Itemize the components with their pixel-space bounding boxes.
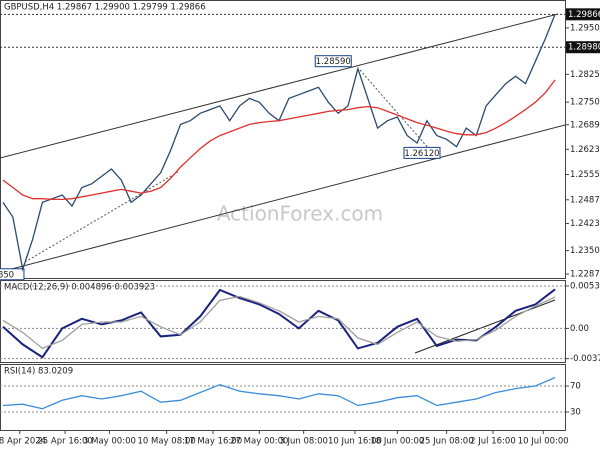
- annotation-label: 1.28590: [316, 57, 351, 67]
- x-tick-label: 10 Jul 00:00: [518, 437, 569, 447]
- channel-lower: [0, 124, 566, 273]
- macd-trendline: [414, 299, 556, 354]
- annotation-label: 850: [0, 270, 14, 280]
- x-tick-label: 18 Jun 00:00: [370, 437, 424, 447]
- y-tick-label: 1.27500: [570, 98, 600, 108]
- y-tick-label: 1.24230: [570, 219, 600, 229]
- x-tick-label: 3 Jun 08:00: [279, 437, 328, 447]
- x-tick-label: 3 May 00:00: [83, 437, 136, 447]
- price-box: [566, 8, 600, 21]
- dotted-projection: [24, 171, 179, 263]
- y-tick-label: 30: [570, 407, 581, 417]
- series-line: [2, 295, 556, 350]
- annotation-label: 1.26120: [404, 149, 439, 159]
- y-tick-label: 70: [570, 381, 581, 391]
- price-panel: [0, 0, 566, 279]
- y-tick-label: -0.003785: [570, 354, 600, 364]
- price-header: GBPUSD,H4 1.29867 1.29900 1.29799 1.2986…: [4, 3, 206, 13]
- x-tick-label: 10 Jun 16:00: [328, 437, 382, 447]
- annotation-box: [403, 146, 441, 159]
- annotation-box: [314, 55, 352, 68]
- x-tick-label: 25 Jun 08:00: [420, 437, 474, 447]
- series-line: [2, 14, 556, 272]
- y-tick-label: 1.26230: [570, 145, 600, 155]
- y-tick-label: 1.25550: [570, 170, 600, 180]
- x-tick-label: 25 Apr 16:00: [37, 437, 92, 447]
- y-tick-label: 0.005309: [570, 281, 600, 291]
- x-tick-label: 18 Apr 2024: [0, 437, 46, 447]
- x-tick-label: 2 Jul 16:00: [470, 437, 516, 447]
- y-tick-label: 1.22870: [570, 270, 600, 280]
- annotation-box: [0, 268, 25, 281]
- series-line: [2, 376, 556, 410]
- macd-header: MACD(12,26,9) 0.004896 0.003923: [4, 283, 155, 293]
- rsi-header: RSI(14) 83.0209: [4, 367, 73, 377]
- series-line: [2, 79, 556, 201]
- y-tick-label: 1.23500: [570, 246, 600, 256]
- y-tick-label: 1.28250: [570, 70, 600, 80]
- price-box-label: 1.28980: [568, 43, 600, 53]
- y-tick-label: 0.00: [570, 324, 589, 334]
- macd-panel: [0, 280, 566, 363]
- y-tick-label: 1.29500: [570, 23, 600, 33]
- watermark: ActionForex.com: [217, 202, 383, 226]
- x-tick-label: 10 May 08:00: [138, 437, 196, 447]
- y-tick-label: 1.26890: [570, 120, 600, 130]
- x-tick-label: 17 May 16:00: [184, 437, 242, 447]
- rsi-panel: [0, 364, 566, 431]
- x-tick-label: 27 May 00:00: [230, 437, 288, 447]
- series-line: [2, 288, 556, 359]
- dotted-projection: [359, 69, 431, 151]
- price-box-label: 1.29866: [568, 10, 600, 20]
- y-tick-label: 1.24870: [570, 195, 600, 205]
- channel-upper: [0, 13, 559, 159]
- price-box: [566, 41, 600, 54]
